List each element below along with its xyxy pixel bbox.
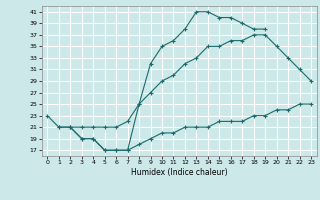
X-axis label: Humidex (Indice chaleur): Humidex (Indice chaleur) bbox=[131, 168, 228, 177]
